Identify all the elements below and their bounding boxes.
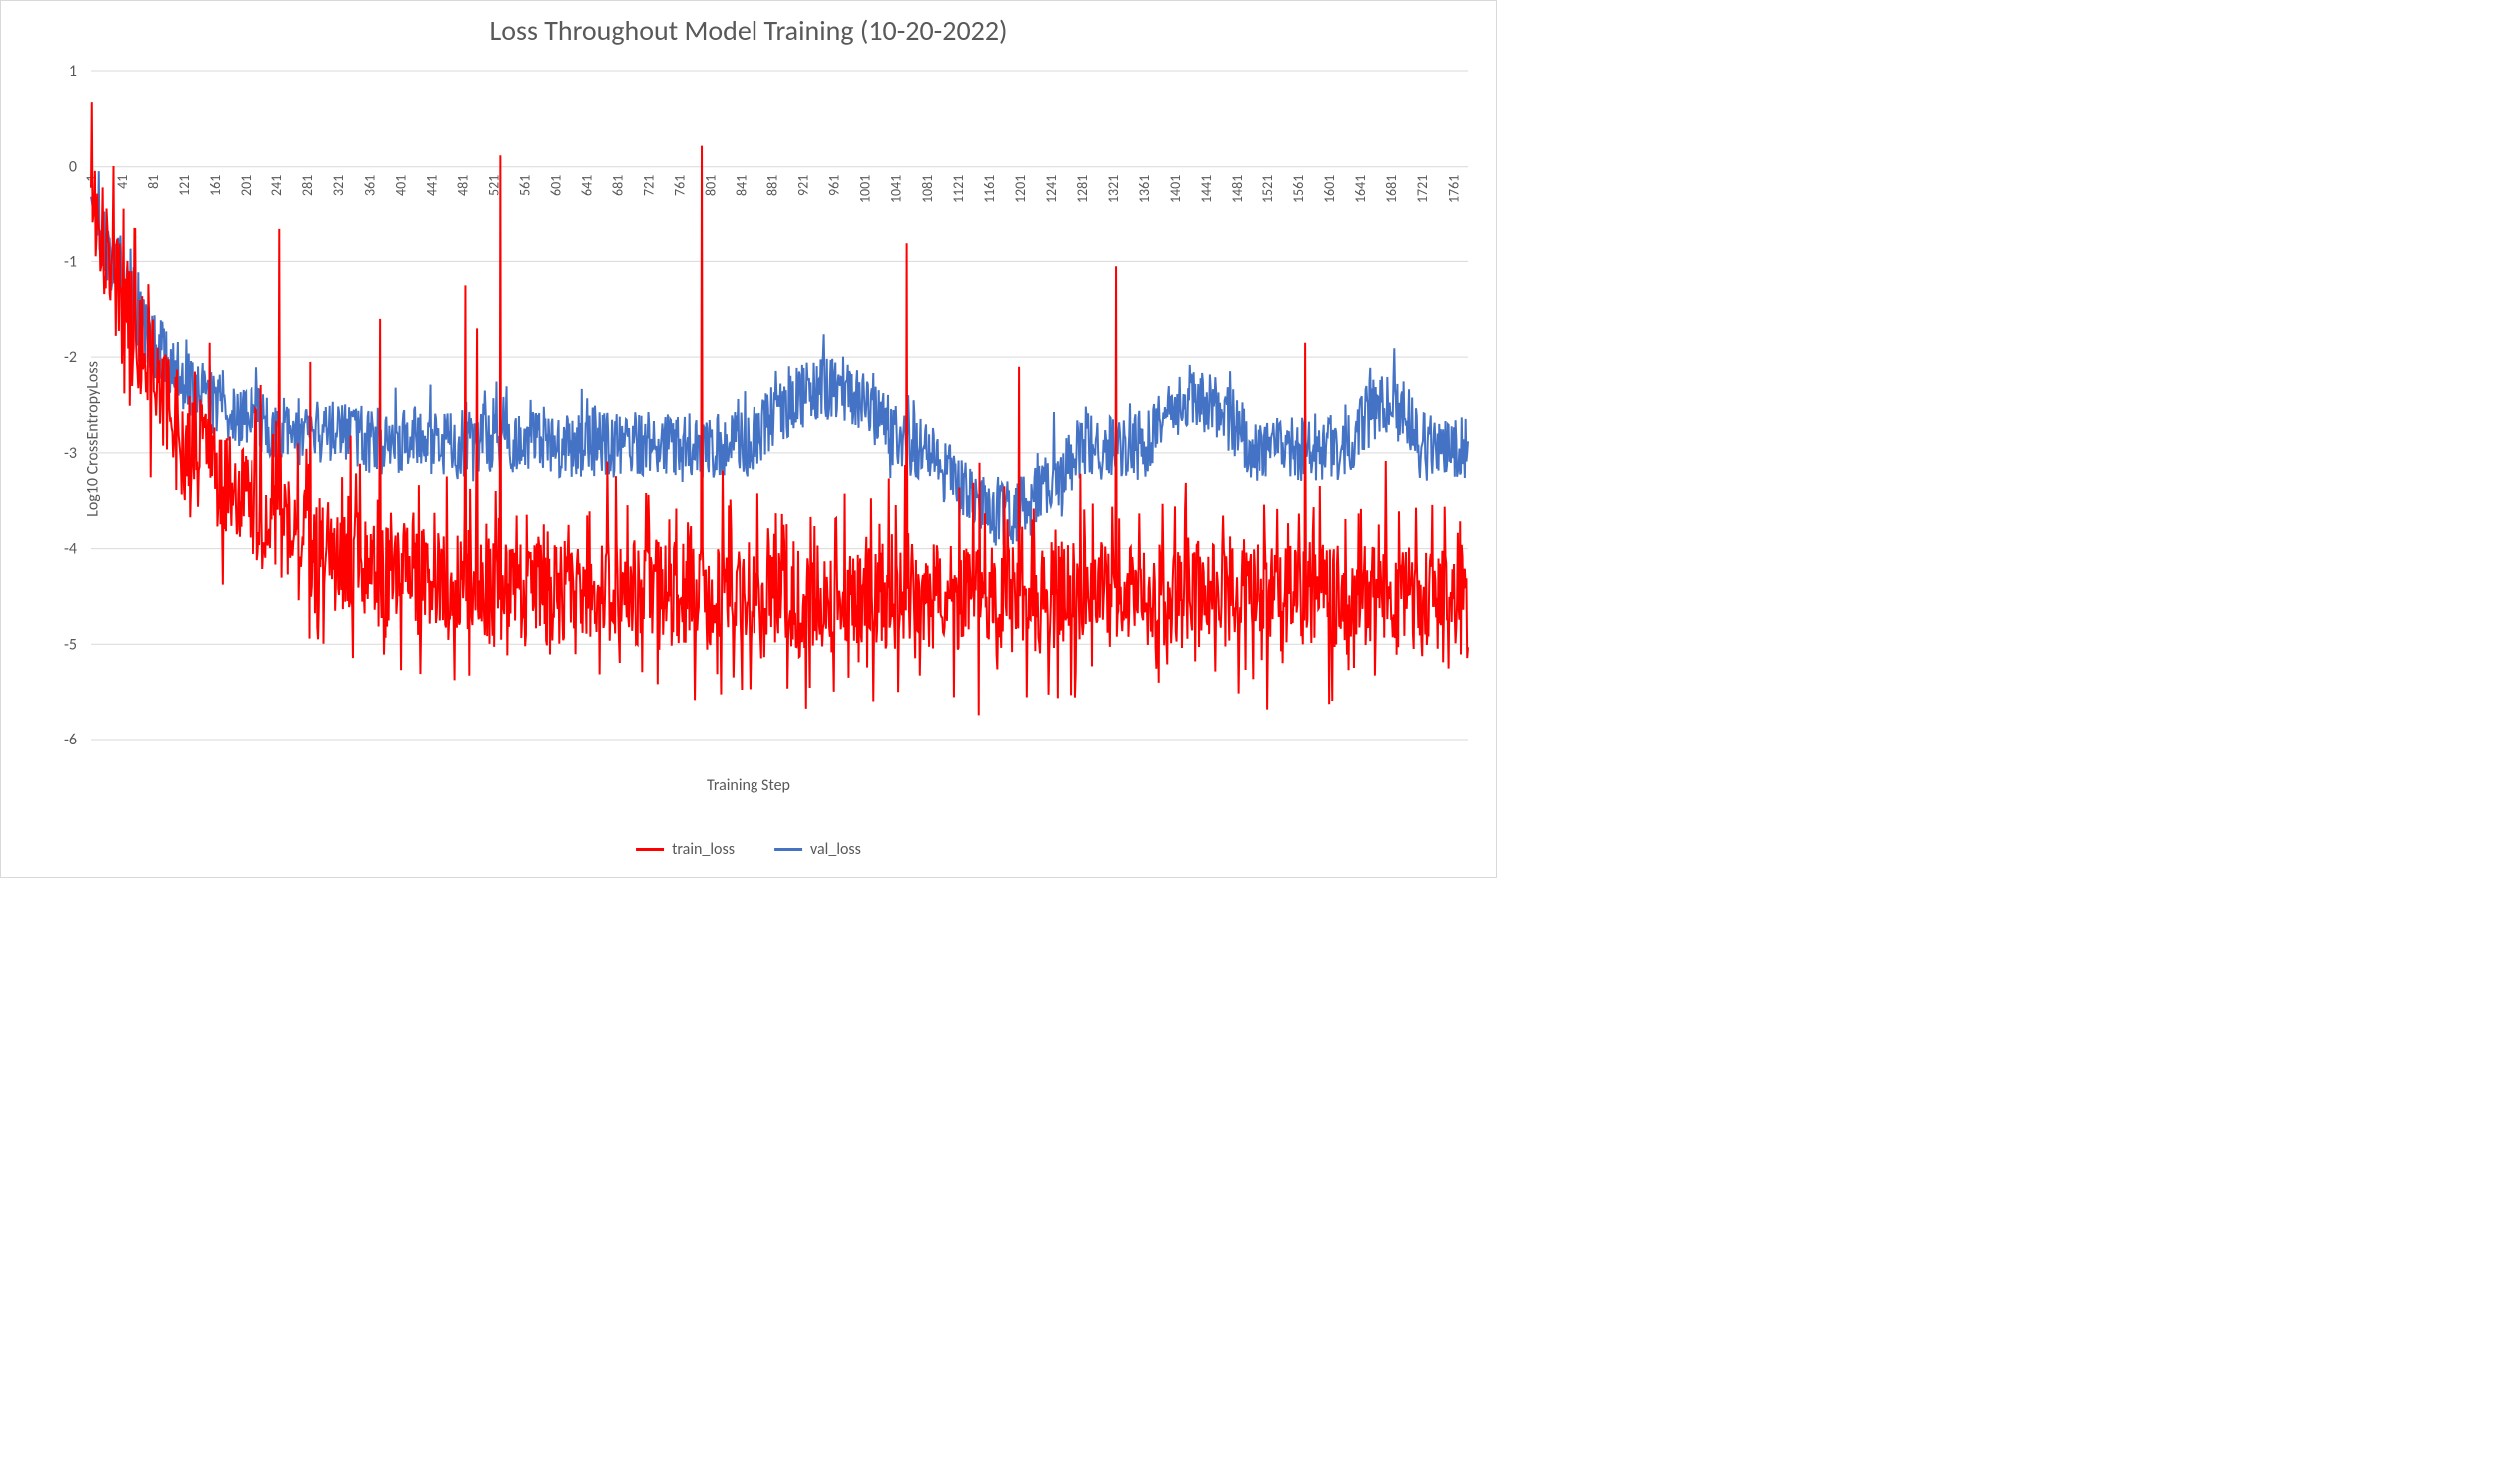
- svg-text:1361: 1361: [1136, 175, 1153, 203]
- legend-item-val: val_loss: [774, 840, 861, 859]
- svg-text:1041: 1041: [888, 175, 905, 203]
- svg-text:1001: 1001: [857, 175, 874, 203]
- svg-text:1401: 1401: [1167, 175, 1184, 203]
- legend-swatch-val: [774, 848, 802, 851]
- svg-text:601: 601: [547, 175, 564, 196]
- svg-text:41: 41: [114, 175, 131, 189]
- svg-text:681: 681: [609, 175, 626, 196]
- svg-text:321: 321: [330, 175, 347, 196]
- svg-text:121: 121: [176, 175, 193, 196]
- svg-text:1161: 1161: [981, 175, 998, 203]
- chart-title: Loss Throughout Model Training (10-20-20…: [1, 1, 1496, 48]
- svg-text:1441: 1441: [1198, 175, 1215, 203]
- svg-text:1121: 1121: [950, 175, 967, 203]
- svg-text:1481: 1481: [1229, 175, 1246, 203]
- svg-text:-2: -2: [64, 348, 77, 367]
- svg-text:-4: -4: [64, 540, 77, 559]
- svg-text:241: 241: [268, 175, 285, 196]
- svg-text:1721: 1721: [1414, 175, 1431, 203]
- chart-container: Loss Throughout Model Training (10-20-20…: [0, 0, 1497, 878]
- svg-text:961: 961: [826, 175, 843, 196]
- plot-area: 1418112116120124128132136140144148152156…: [91, 71, 1468, 740]
- svg-text:-1: -1: [64, 252, 77, 271]
- svg-text:641: 641: [578, 175, 595, 196]
- svg-text:841: 841: [734, 175, 751, 196]
- svg-text:1241: 1241: [1043, 175, 1060, 203]
- legend-item-train: train_loss: [636, 840, 735, 859]
- svg-text:441: 441: [423, 175, 440, 196]
- svg-text:1601: 1601: [1321, 175, 1338, 203]
- svg-text:281: 281: [299, 175, 316, 196]
- svg-text:1081: 1081: [919, 175, 936, 203]
- svg-text:361: 361: [361, 175, 378, 196]
- svg-text:-6: -6: [64, 731, 77, 749]
- svg-text:1641: 1641: [1352, 175, 1369, 203]
- svg-text:1: 1: [69, 62, 77, 81]
- svg-text:921: 921: [795, 175, 812, 196]
- svg-text:481: 481: [454, 175, 471, 196]
- svg-text:0: 0: [69, 158, 77, 177]
- svg-text:1681: 1681: [1383, 175, 1400, 203]
- svg-text:561: 561: [516, 175, 533, 196]
- svg-text:1561: 1561: [1290, 175, 1307, 203]
- svg-text:401: 401: [392, 175, 409, 196]
- svg-text:1201: 1201: [1012, 175, 1029, 203]
- x-axis-title: Training Step: [707, 776, 790, 795]
- svg-text:-3: -3: [64, 444, 77, 463]
- svg-text:721: 721: [641, 175, 658, 196]
- svg-text:201: 201: [238, 175, 254, 196]
- legend-swatch-train: [636, 848, 664, 851]
- svg-text:81: 81: [145, 175, 162, 189]
- svg-text:1761: 1761: [1445, 175, 1462, 203]
- svg-text:1521: 1521: [1259, 175, 1276, 203]
- svg-text:801: 801: [703, 175, 720, 196]
- svg-text:-5: -5: [64, 635, 77, 654]
- legend: train_loss val_loss: [636, 840, 861, 859]
- legend-label-train: train_loss: [672, 840, 735, 859]
- svg-text:761: 761: [672, 175, 689, 196]
- legend-label-val: val_loss: [810, 840, 861, 859]
- plot-svg: 1418112116120124128132136140144148152156…: [91, 71, 1468, 740]
- svg-text:1321: 1321: [1105, 175, 1122, 203]
- svg-text:881: 881: [764, 175, 781, 196]
- svg-text:161: 161: [207, 175, 224, 196]
- svg-text:1281: 1281: [1074, 175, 1091, 203]
